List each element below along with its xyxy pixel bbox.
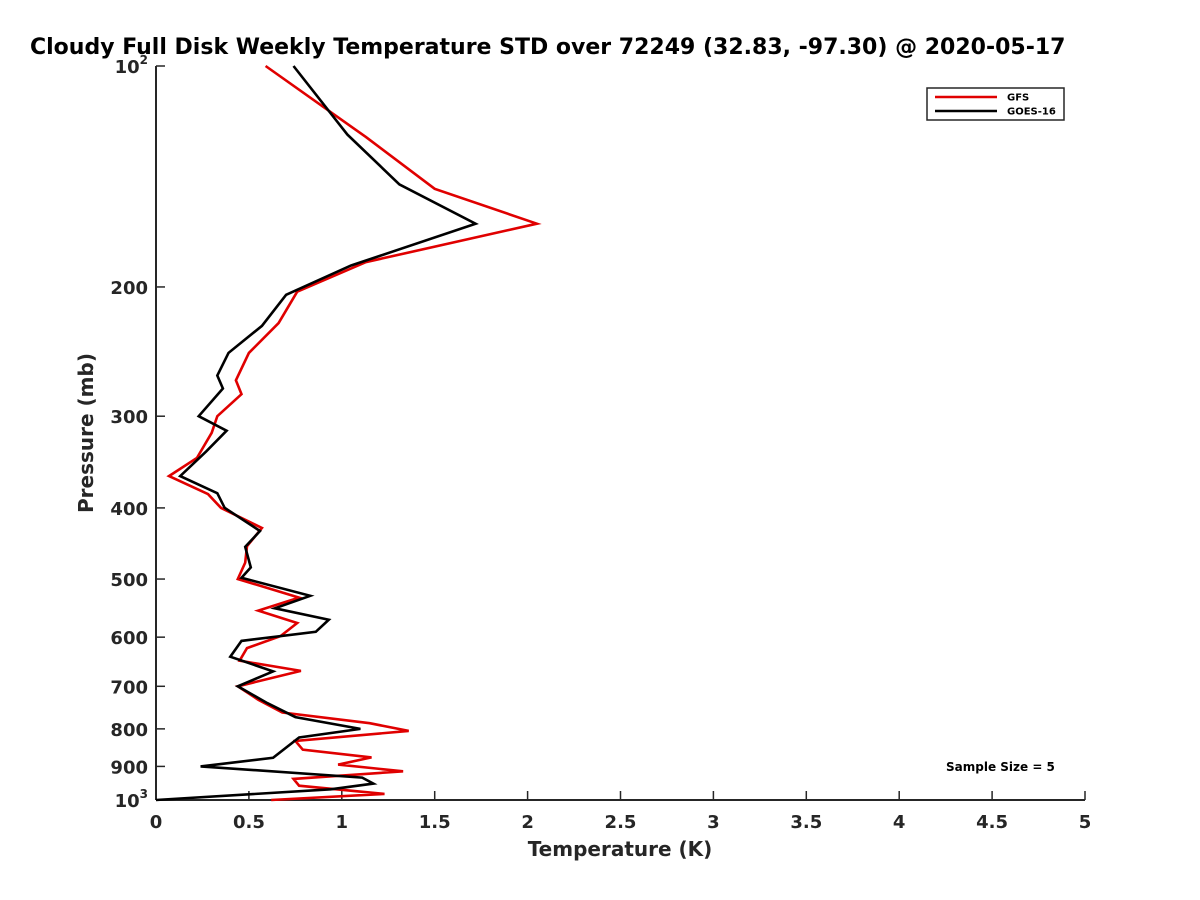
x-tick-label: 0.5 <box>233 812 265 833</box>
x-tick-label: 1 <box>336 812 349 833</box>
series-lines <box>155 64 542 802</box>
ticks: 0 0.5 1 1.5 2 2.5 3 3.5 4 4.5 5 102 200 300 400 500 600 7… <box>110 53 1091 833</box>
x-tick-label: 4.5 <box>976 812 1008 833</box>
series-line-goes-16 <box>155 65 479 802</box>
y-tick-label: 900 <box>110 757 148 778</box>
x-tick-label: 4 <box>893 812 906 833</box>
y-tick-label: 800 <box>110 720 148 741</box>
legend-label-goes-16: GOES-16 <box>1007 107 1056 118</box>
y-tick-label: 500 <box>110 570 148 591</box>
x-tick-label: 3 <box>707 812 720 833</box>
x-axis-label: Temperature (K) <box>528 837 713 861</box>
chart-title: Cloudy Full Disk Weekly Temperature STD … <box>30 35 1065 60</box>
legend-box <box>926 87 1065 121</box>
y-tick-label: 600 <box>110 628 148 649</box>
y-tick-label: 200 <box>110 278 148 299</box>
sample-size-annotation: Sample Size = 5 <box>946 760 1055 774</box>
x-tick-label: 2 <box>521 812 534 833</box>
legend: GFS GOES-16 <box>926 87 1065 121</box>
y-tick-label: 700 <box>110 677 148 698</box>
legend-label-gfs: GFS <box>1007 93 1029 104</box>
x-tick-label: 2.5 <box>605 812 637 833</box>
y-tick-label: 103 <box>115 787 148 812</box>
series-line-gfs <box>166 64 542 802</box>
x-tick-label: 0 <box>150 812 163 833</box>
x-tick-label: 5 <box>1079 812 1092 833</box>
y-axis-label: Pressure (mb) <box>74 353 98 513</box>
x-tick-label: 3.5 <box>790 812 822 833</box>
y-tick-label: 102 <box>115 53 148 78</box>
y-tick-label: 400 <box>110 499 148 520</box>
y-tick-label: 300 <box>110 407 148 428</box>
x-tick-label: 1.5 <box>419 812 451 833</box>
